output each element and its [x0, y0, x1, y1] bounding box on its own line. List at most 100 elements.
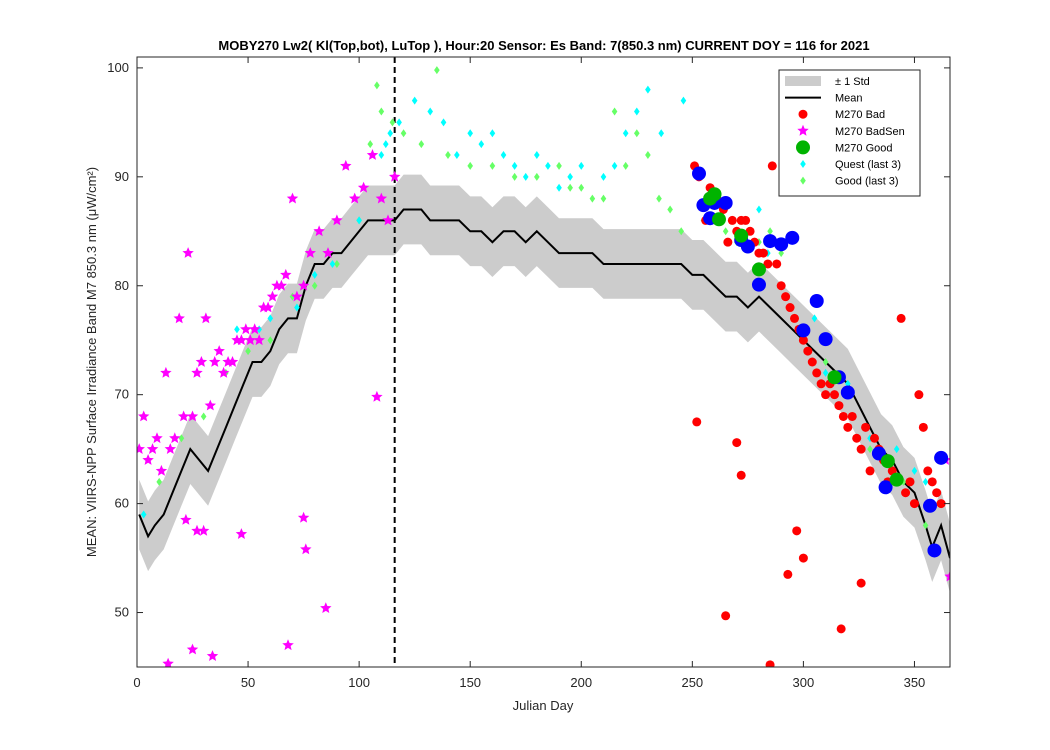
m270-badsen-point — [169, 432, 181, 444]
quest-last3-point — [356, 216, 362, 225]
m270-badsen-point — [313, 225, 325, 237]
m270-bad-point — [918, 422, 928, 432]
good-last3-point — [556, 161, 562, 170]
quest-last3-point — [611, 161, 618, 170]
m270-badsen-point — [275, 279, 288, 291]
y-tick-label: 80 — [115, 278, 129, 293]
legend-good3-swatch — [800, 176, 806, 185]
good-last3-point — [667, 205, 673, 214]
m270-bad-point — [865, 466, 875, 476]
m270-bad-point — [869, 433, 879, 443]
m270-badsen-point — [222, 356, 234, 367]
quest-last3-point — [645, 85, 651, 94]
quest-last3-point — [489, 129, 496, 138]
m270-badsen-point — [322, 247, 334, 258]
m270-good-point — [880, 454, 895, 469]
blue-point — [878, 480, 893, 495]
m270-bad-point — [909, 499, 919, 509]
m270-badsen-point — [195, 356, 208, 367]
y-tick-label: 90 — [115, 169, 129, 184]
m270-badsen-point — [151, 432, 163, 444]
m270-badsen-point — [226, 356, 239, 367]
m270-badsen-point — [300, 543, 312, 555]
m270-bad-point — [765, 660, 775, 667]
plot-area — [137, 57, 950, 667]
m270-bad-point — [741, 215, 751, 225]
good-last3-point — [633, 129, 640, 138]
blue-point — [763, 234, 778, 249]
blue-point — [796, 323, 811, 338]
m270-badsen-point — [162, 657, 174, 667]
m270-bad-point — [792, 526, 802, 536]
x-axis-label: Julian Day — [513, 698, 574, 713]
m270-badsen-point — [142, 454, 154, 465]
m270-bad-point — [816, 379, 826, 389]
good-last3-point — [178, 434, 185, 443]
m270-badsen-point — [297, 279, 310, 291]
m270-bad-point — [836, 624, 846, 634]
good-last3-point — [822, 358, 829, 366]
m270-bad-point — [772, 259, 782, 269]
quest-last3-point — [622, 129, 629, 138]
good-last3-point — [367, 140, 374, 149]
good-last3-point — [656, 194, 662, 203]
m270-bad-point — [692, 417, 702, 427]
m270-badsen-point — [235, 334, 248, 346]
m270-bad-point — [861, 422, 871, 432]
quest-last3-point — [467, 129, 473, 138]
m270-badsen-point — [155, 464, 168, 476]
good-last3-point — [678, 227, 685, 236]
m270-bad-point — [932, 488, 942, 498]
good-last3-point — [267, 336, 274, 345]
blue-point — [751, 277, 766, 292]
good-last3-point — [567, 183, 573, 192]
m270-badsen-point — [320, 602, 332, 613]
blue-point — [818, 332, 833, 347]
m270-badsen-point — [297, 511, 310, 523]
good-last3-point — [374, 81, 380, 90]
quest-last3-point — [534, 151, 540, 160]
m270-badsen-point — [146, 443, 159, 454]
m270-bad-point — [927, 477, 937, 487]
x-tick-label: 200 — [570, 675, 592, 690]
m270-badsen-point — [389, 170, 401, 182]
good-last3-point — [467, 161, 473, 170]
m270-bad-point — [838, 411, 848, 421]
blue-point — [691, 166, 706, 181]
y-tick-label: 100 — [107, 60, 129, 75]
quest-last3-point — [382, 140, 389, 149]
quest-last3-point — [658, 129, 665, 138]
blue-point — [718, 195, 733, 210]
m270-bad-point — [803, 346, 813, 356]
mean-line — [138, 208, 950, 559]
m270-bad-point — [767, 161, 777, 171]
quest-last3-point — [329, 259, 336, 268]
m270-bad-point — [798, 335, 808, 345]
m270-badsen-point — [349, 192, 361, 204]
m270-badsen-point — [357, 181, 370, 193]
m270-badsen-point — [282, 639, 294, 651]
m270-bad-point — [847, 411, 857, 421]
m270-bad-point — [901, 488, 911, 498]
m270-bad-point — [798, 553, 808, 563]
m270-bad-point — [856, 444, 866, 454]
blue-point — [774, 237, 789, 252]
m270-badsen-point — [186, 643, 199, 655]
quest-last3-point — [234, 325, 240, 334]
m270-badsen-point — [371, 390, 383, 402]
m270-bad-point — [852, 433, 862, 443]
m270-badsen-point — [213, 345, 225, 356]
good-last3-point — [511, 172, 518, 181]
m270-badsen-point — [944, 570, 950, 582]
m270-badsen-point — [182, 247, 194, 258]
good-last3-point — [589, 194, 596, 203]
legend-label: M270 Bad — [835, 109, 885, 121]
legend-label: Quest (last 3) — [835, 159, 901, 171]
quest-last3-point — [922, 477, 929, 486]
axis-ticks: 0 50 100 150 200 250 300 350 50 60 70 80 90 100 — [107, 57, 950, 690]
quest-last3-point — [633, 107, 640, 116]
good-last3-point — [311, 281, 318, 290]
legend-label: ± 1 Std — [835, 76, 870, 88]
good-last3-point — [156, 477, 163, 486]
good-last3-point — [611, 107, 618, 116]
